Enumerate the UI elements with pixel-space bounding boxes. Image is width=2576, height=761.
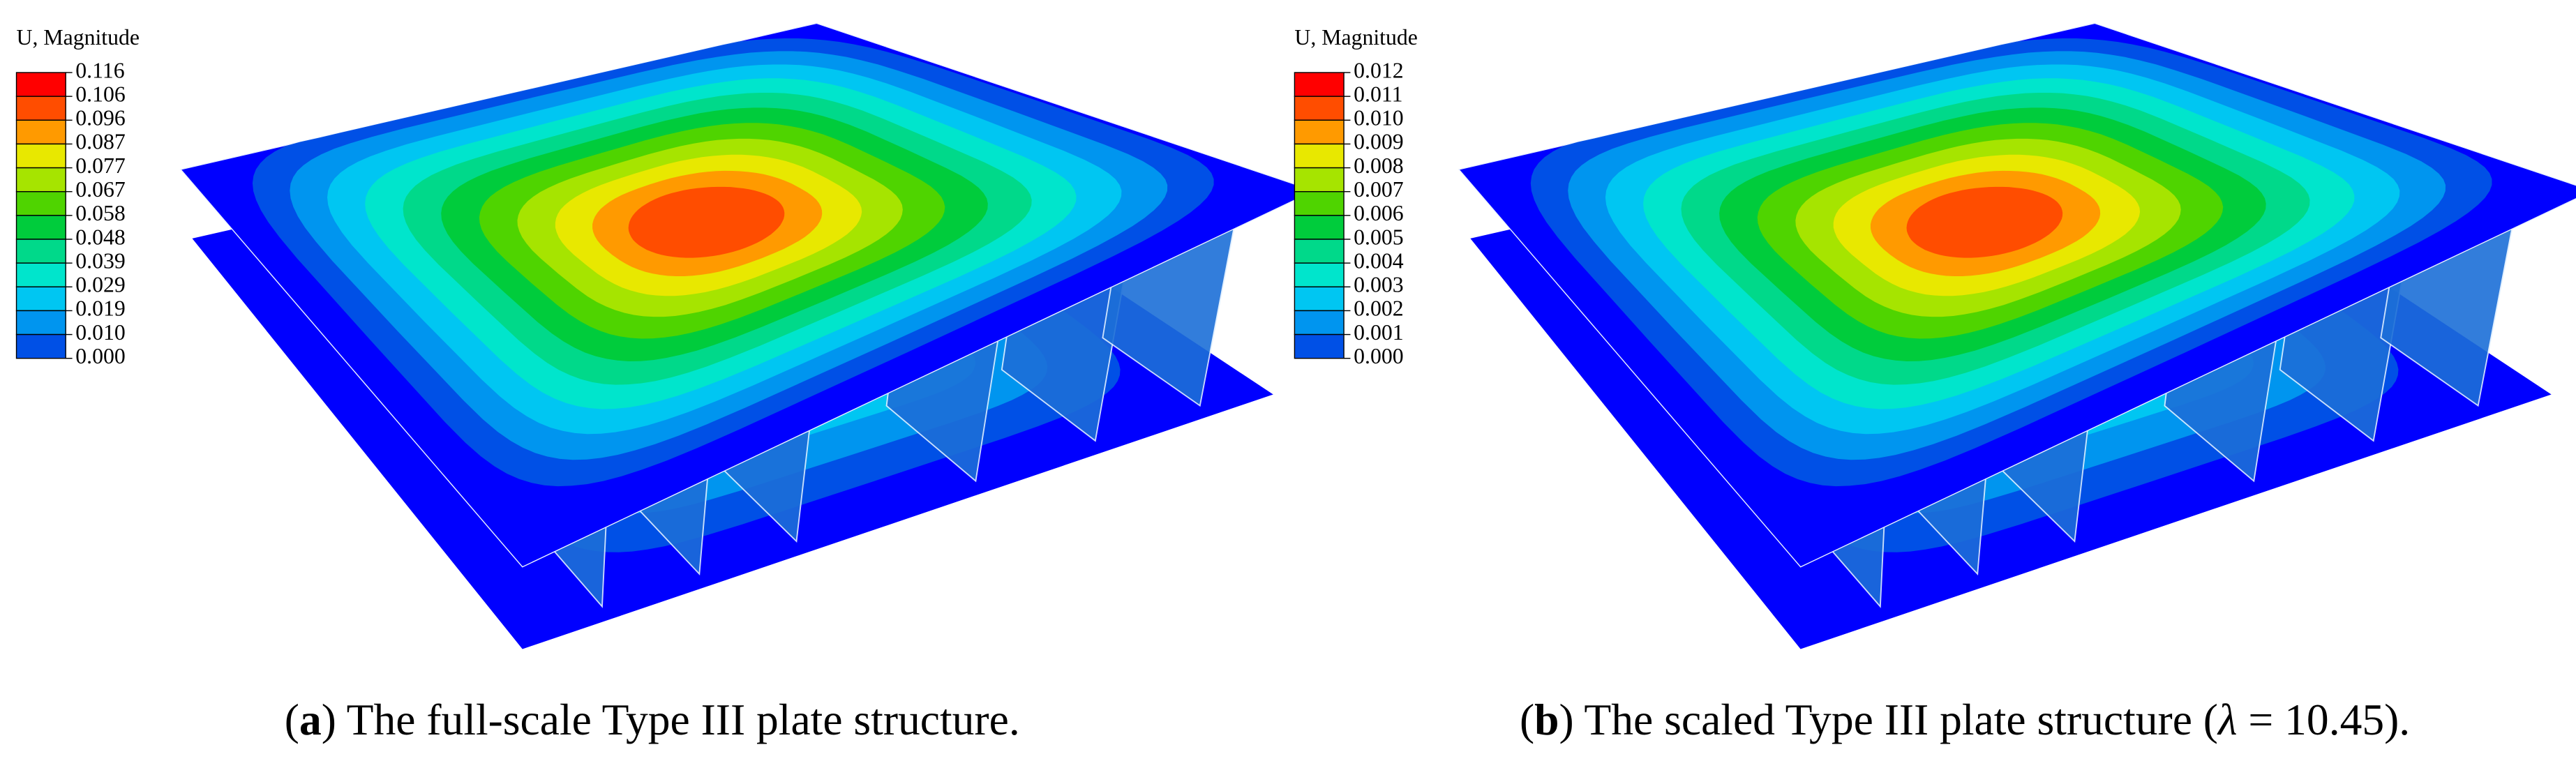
legend-swatch: [1294, 286, 1345, 312]
panel: U, Magnitude0.1160.1060.0960.0870.0770.0…: [15, 22, 1316, 744]
caption-open: (: [1520, 695, 1534, 744]
legend-swatch: [15, 191, 66, 216]
legend-label: 0.002: [1354, 296, 1403, 321]
legend-label: 0.008: [1354, 153, 1403, 178]
legend-title: U, Magnitude: [17, 25, 140, 50]
caption: (b) The scaled Type III plate structure …: [1520, 695, 2410, 744]
legend-swatch: [15, 333, 66, 359]
legend-label: 0.003: [1354, 273, 1403, 297]
legend-label: 0.039: [75, 248, 125, 273]
legend-swatch: [15, 119, 66, 145]
legend-label: 0.004: [1354, 248, 1404, 273]
legend-swatch: [1294, 96, 1345, 121]
legend-label: 0.019: [75, 296, 125, 321]
legend-swatch: [1294, 239, 1345, 264]
legend-swatch: [15, 239, 66, 264]
legend-swatch: [15, 167, 66, 193]
legend-swatch: [1294, 262, 1345, 287]
legend-label: 0.006: [1354, 201, 1403, 225]
caption-symbol: λ: [2217, 695, 2238, 744]
legend-swatch: [1294, 119, 1345, 145]
contour-band: [628, 186, 785, 258]
legend-swatch: [15, 96, 66, 121]
legend-title: U, Magnitude: [1294, 25, 1417, 50]
legend-label: 0.116: [75, 58, 124, 82]
legend-label: 0.001: [1354, 320, 1403, 345]
legend-swatch: [15, 310, 66, 336]
legend-label: 0.077: [75, 153, 125, 178]
legend-label: 0.087: [75, 130, 125, 154]
legend-swatch: [1294, 143, 1345, 169]
legend-swatch: [1294, 191, 1345, 216]
caption: (a) The full-scale Type III plate struct…: [285, 695, 1020, 744]
legend-swatch: [1294, 167, 1345, 193]
caption-text: ) The full-scale Type III plate structur…: [322, 695, 1020, 744]
legend-swatch: [1294, 333, 1345, 359]
legend-label: 0.010: [75, 320, 125, 345]
legend-swatch: [15, 262, 66, 287]
legend-label: 0.106: [75, 82, 125, 106]
legend-swatch: [1294, 215, 1345, 240]
panel: U, Magnitude0.0120.0110.0100.0090.0080.0…: [1294, 22, 2576, 744]
legend-label: 0.029: [75, 273, 125, 297]
legend-label: 0.000: [75, 344, 125, 368]
caption-tail: = 10.45).: [2238, 695, 2411, 744]
legend-label: 0.012: [1354, 58, 1403, 82]
legend-label: 0.010: [1354, 106, 1403, 130]
legend-label: 0.000: [1354, 344, 1403, 368]
legend-label: 0.067: [75, 177, 125, 202]
legend-label: 0.096: [75, 106, 125, 130]
legend-label: 0.007: [1354, 177, 1403, 202]
legend-swatch: [15, 72, 66, 97]
legend-label: 0.005: [1354, 225, 1403, 249]
caption-label: a: [299, 695, 322, 744]
legend-swatch: [15, 215, 66, 240]
caption-label: b: [1534, 695, 1559, 744]
legend-swatch: [15, 143, 66, 169]
legend-swatch: [1294, 310, 1345, 336]
legend-label: 0.048: [75, 225, 125, 249]
legend-label: 0.011: [1354, 82, 1402, 106]
contour-band: [1906, 186, 2063, 258]
legend-swatch: [1294, 72, 1345, 97]
caption-open: (: [285, 695, 299, 744]
legend-label: 0.058: [75, 201, 125, 225]
legend-label: 0.009: [1354, 130, 1403, 154]
legend-swatch: [15, 286, 66, 312]
caption-text: ) The scaled Type III plate structure (: [1559, 695, 2218, 744]
